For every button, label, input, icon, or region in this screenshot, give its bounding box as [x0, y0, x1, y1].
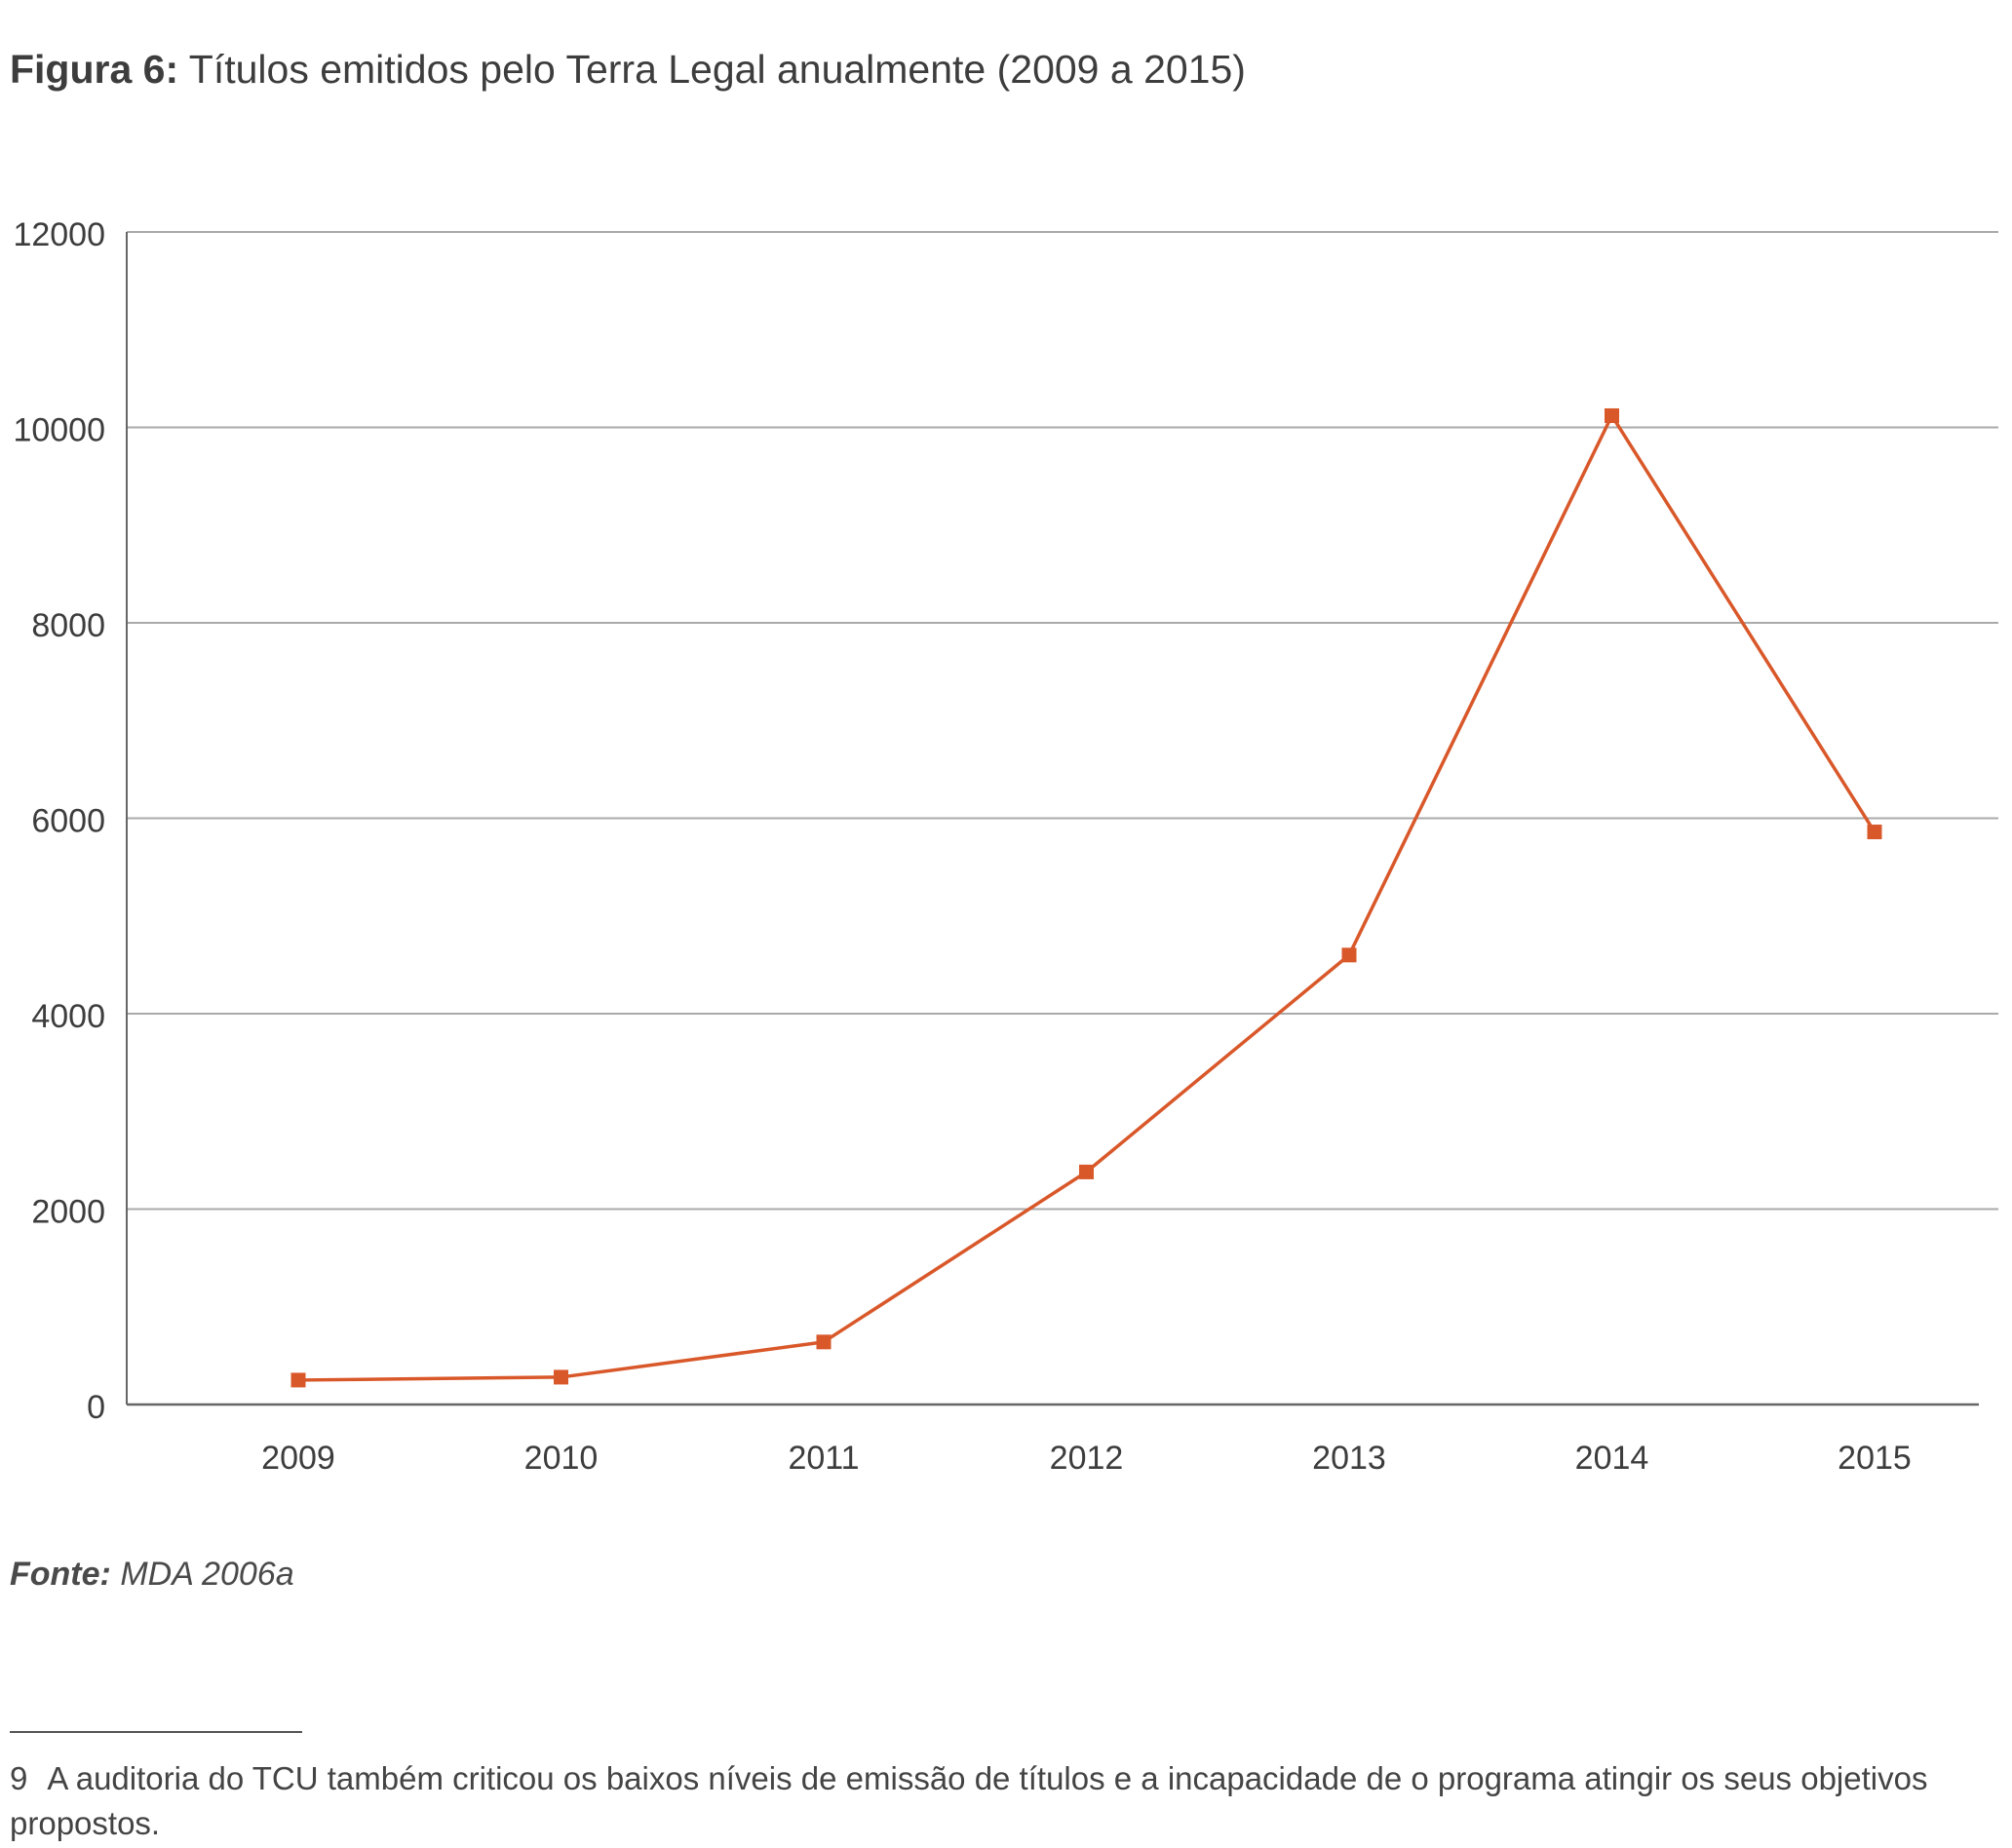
y-tick-label-10000: 10000	[13, 412, 105, 449]
series-line	[297, 413, 1877, 1382]
gridlines	[127, 231, 1998, 1211]
y-tick-label-8000: 8000	[31, 607, 105, 644]
y-tick-labels: 0 2000 4000 6000 8000 10000 12000	[13, 216, 105, 1426]
y-tick-label-4000: 4000	[31, 998, 105, 1035]
x-tick-label-2013: 2013	[1312, 1440, 1386, 1477]
axes	[126, 232, 1979, 1406]
series-titulos-emitidos	[290, 407, 1882, 1388]
x-tick-labels: 2009 2010 2011 2012 2013 2014 2015	[261, 1440, 1912, 1477]
x-tick-label-2009: 2009	[261, 1440, 335, 1477]
data-point-2009	[290, 1372, 306, 1388]
source-label: Fonte:	[10, 1556, 111, 1593]
x-tick-label-2014: 2014	[1575, 1440, 1649, 1477]
y-tick-label-0: 0	[87, 1389, 105, 1426]
figure-caption: Figura 6: Títulos emitidos pelo Terra Le…	[10, 47, 1246, 93]
x-tick-label-2012: 2012	[1050, 1440, 1124, 1477]
footnote-text: A auditoria do TCU também criticou os ba…	[10, 1760, 1928, 1841]
data-point-2014	[1605, 407, 1619, 423]
figure-title: Títulos emitidos pelo Terra Legal anualm…	[188, 47, 1246, 92]
source-text: MDA 2006a	[120, 1556, 294, 1593]
y-tick-label-2000: 2000	[31, 1194, 105, 1231]
figure-label: Figura 6:	[10, 47, 179, 92]
data-point-2010	[554, 1369, 568, 1385]
footnote-divider	[10, 1731, 302, 1733]
x-tick-label-2015: 2015	[1838, 1440, 1912, 1477]
source-note: Fonte: MDA 2006a	[10, 1556, 294, 1594]
y-tick-label-6000: 6000	[31, 803, 105, 840]
footnote-number: 9	[10, 1760, 28, 1796]
x-tick-label-2010: 2010	[524, 1440, 599, 1477]
data-point-2013	[1341, 947, 1357, 963]
data-point-2015	[1867, 825, 1882, 840]
y-tick-label-12000: 12000	[13, 216, 105, 253]
data-point-2012	[1079, 1164, 1094, 1179]
data-point-2011	[816, 1334, 832, 1350]
x-tick-label-2011: 2011	[788, 1440, 859, 1477]
